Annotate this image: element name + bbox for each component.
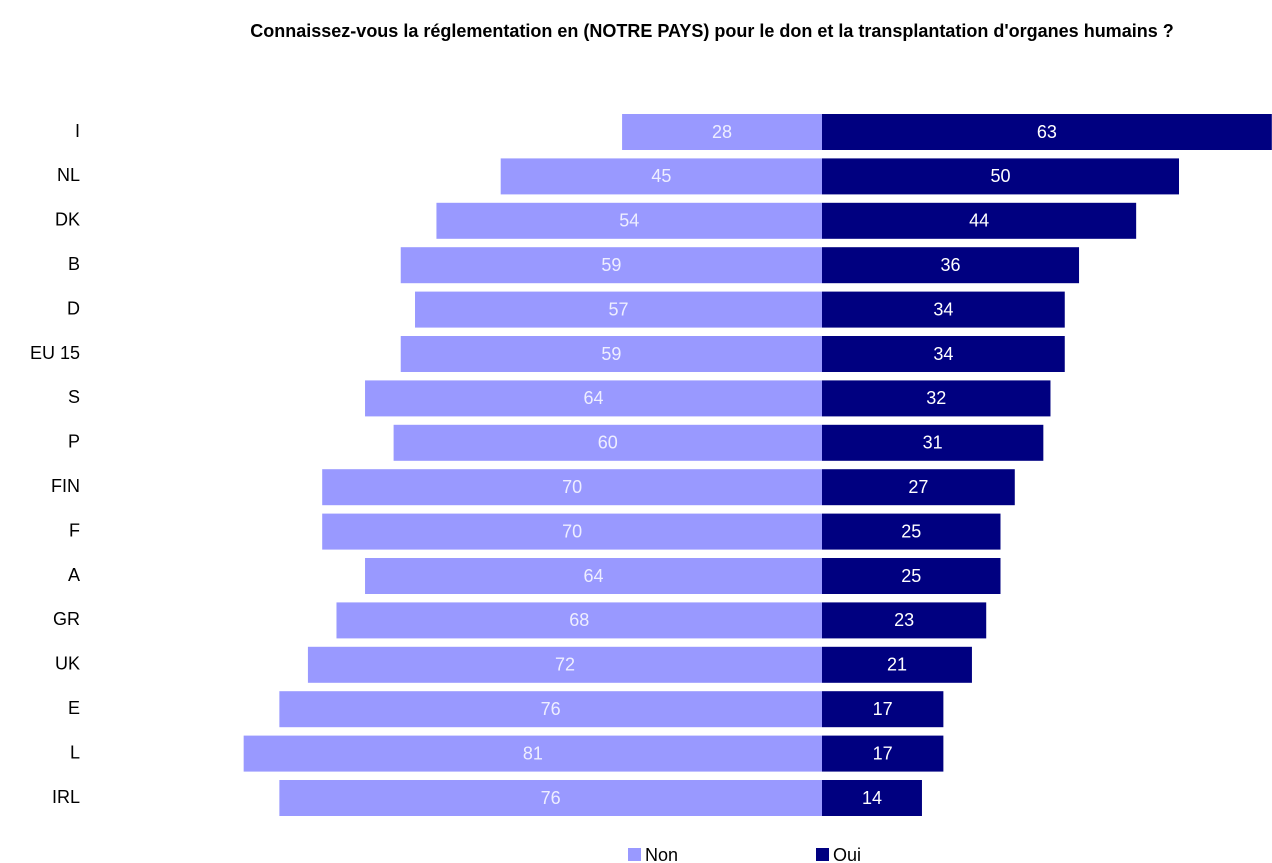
category-label: FIN xyxy=(51,476,80,496)
category-label: D xyxy=(67,298,80,318)
value-label: 70 xyxy=(562,521,582,541)
value-label: 23 xyxy=(894,610,914,630)
value-label: 45 xyxy=(651,166,671,186)
bar xyxy=(393,424,822,461)
value-label: 36 xyxy=(941,255,961,275)
value-label: 76 xyxy=(541,699,561,719)
chart-title: Connaissez-vous la réglementation en (NO… xyxy=(250,21,1174,41)
value-label: 57 xyxy=(608,299,628,319)
value-label: 76 xyxy=(541,788,561,808)
bar xyxy=(822,646,972,683)
bar xyxy=(365,380,822,417)
legend-label: Oui xyxy=(833,845,861,863)
value-label: 28 xyxy=(712,122,732,142)
bar xyxy=(822,424,1044,461)
bar xyxy=(822,691,944,728)
bar xyxy=(322,469,822,506)
value-label: 21 xyxy=(887,655,907,675)
legend-swatch xyxy=(628,848,641,861)
legend-label: Non xyxy=(645,845,678,863)
bar xyxy=(400,336,822,372)
value-label: 25 xyxy=(901,521,921,541)
category-label: IRL xyxy=(52,787,80,807)
value-label: 25 xyxy=(901,566,921,586)
category-label: F xyxy=(69,520,80,540)
value-label: 31 xyxy=(923,433,943,453)
bar xyxy=(243,735,822,772)
value-label: 72 xyxy=(555,655,575,675)
value-label: 17 xyxy=(873,743,893,763)
bar xyxy=(822,291,1065,328)
value-label: 68 xyxy=(569,610,589,630)
value-label: 34 xyxy=(933,344,953,364)
bar xyxy=(500,158,822,195)
category-label: EU 15 xyxy=(30,343,80,363)
value-label: 64 xyxy=(584,566,604,586)
category-label: GR xyxy=(53,609,80,629)
bar xyxy=(822,735,944,772)
bar xyxy=(365,558,822,594)
bar xyxy=(322,513,822,550)
category-label: DK xyxy=(55,210,80,230)
bar xyxy=(822,469,1015,506)
bar xyxy=(279,691,822,728)
value-label: 81 xyxy=(523,743,543,763)
bar xyxy=(822,558,1001,594)
value-label: 27 xyxy=(908,477,928,497)
bar xyxy=(822,247,1080,284)
category-label: A xyxy=(68,565,80,585)
bar xyxy=(822,780,922,816)
legend-swatch xyxy=(816,848,829,861)
category-label: UK xyxy=(55,654,80,674)
bar xyxy=(436,202,822,239)
value-label: 14 xyxy=(862,788,882,808)
value-label: 17 xyxy=(873,699,893,719)
value-label: 34 xyxy=(933,299,953,319)
value-label: 63 xyxy=(1037,122,1057,142)
value-label: 54 xyxy=(619,211,639,231)
value-label: 44 xyxy=(969,211,989,231)
bar xyxy=(822,114,1272,150)
category-label: B xyxy=(68,254,80,274)
category-label: I xyxy=(75,121,80,141)
bar xyxy=(307,646,822,683)
bar xyxy=(822,336,1065,372)
bar xyxy=(400,247,822,284)
category-label: NL xyxy=(57,165,80,185)
bar xyxy=(822,602,987,639)
bar xyxy=(822,513,1001,550)
bar xyxy=(822,202,1137,239)
bar xyxy=(622,114,822,150)
value-label: 64 xyxy=(584,388,604,408)
value-label: 59 xyxy=(601,255,621,275)
bar xyxy=(279,780,822,816)
category-label: L xyxy=(70,742,80,762)
category-label: P xyxy=(68,432,80,452)
value-label: 32 xyxy=(926,388,946,408)
bar xyxy=(822,380,1051,417)
category-label: S xyxy=(68,387,80,407)
value-label: 70 xyxy=(562,477,582,497)
value-label: 59 xyxy=(601,344,621,364)
bar xyxy=(336,602,822,639)
value-label: 50 xyxy=(990,166,1010,186)
value-label: 60 xyxy=(598,433,618,453)
bar xyxy=(415,291,822,328)
category-label: E xyxy=(68,698,80,718)
bar xyxy=(822,158,1179,195)
